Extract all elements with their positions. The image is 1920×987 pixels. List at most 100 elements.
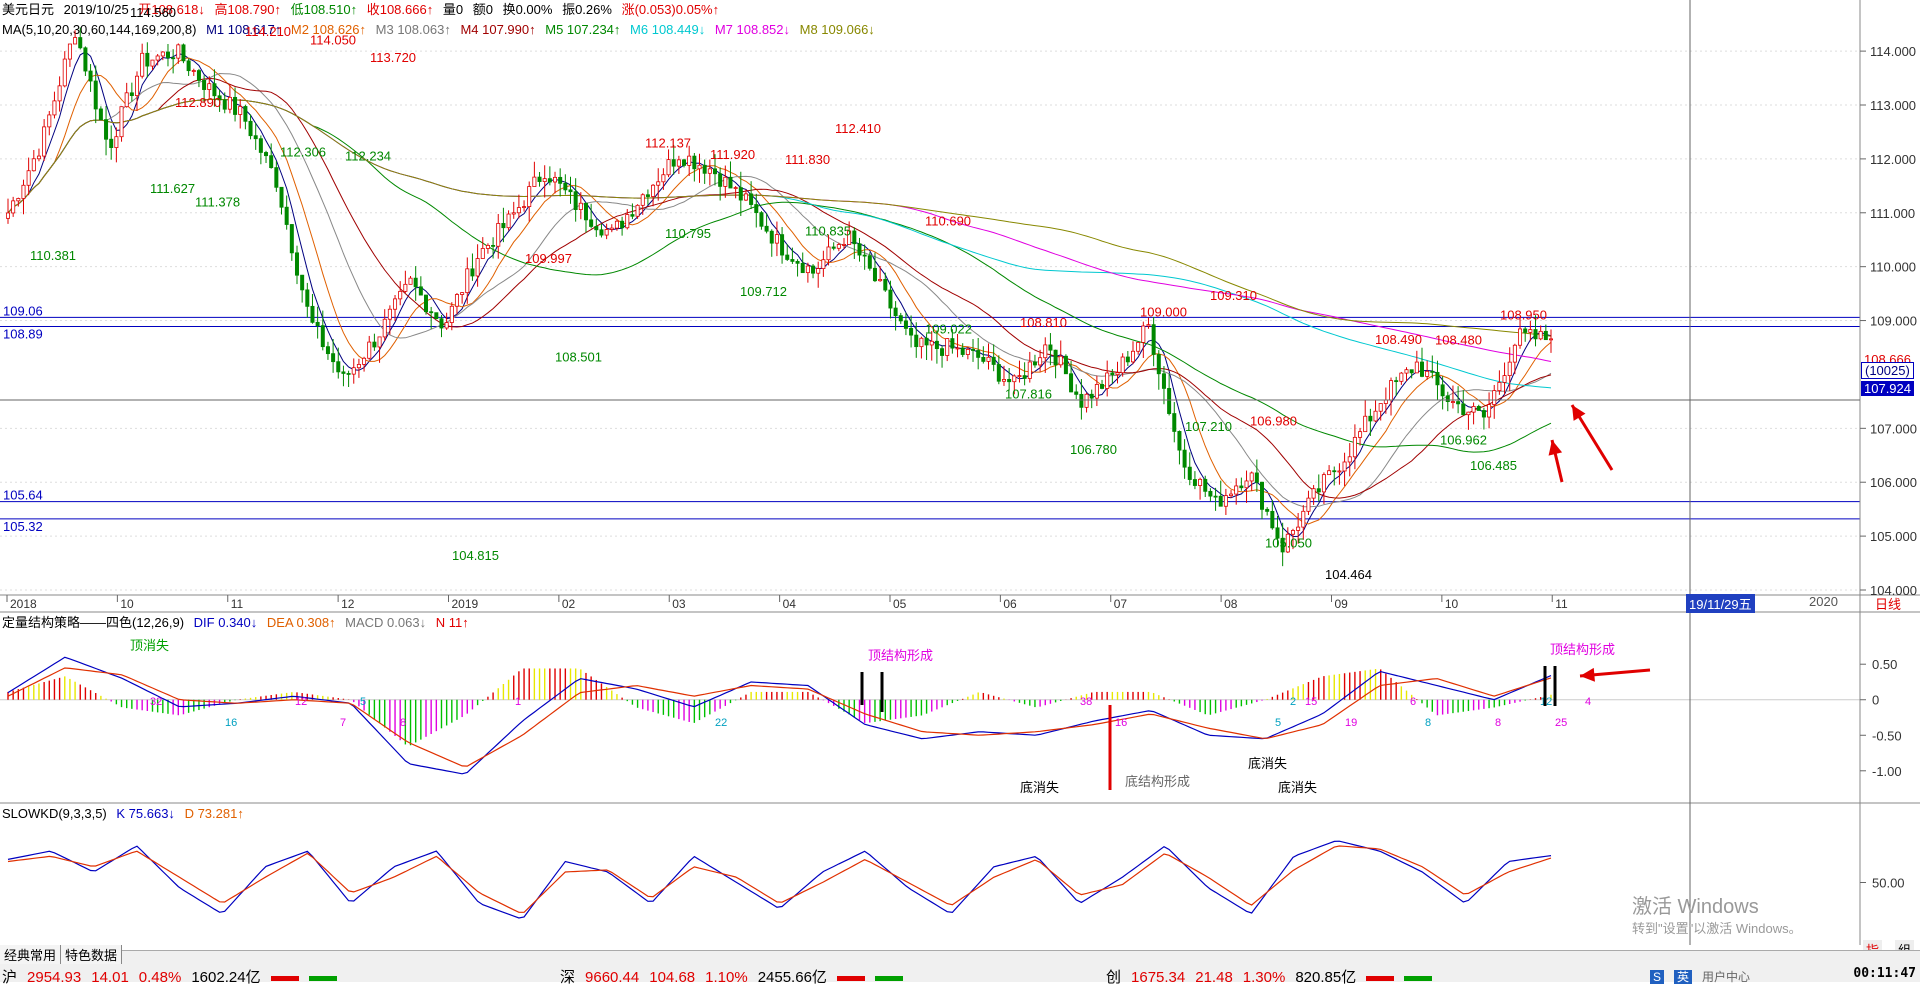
market-sz[interactable]: 深 9660.44 104.68 1.10% 2455.66亿 bbox=[560, 966, 913, 987]
candle-body bbox=[1244, 480, 1249, 489]
red-arrow-1-head bbox=[1572, 405, 1586, 421]
macd-count-label: 8 bbox=[1495, 717, 1501, 729]
candle-body bbox=[16, 198, 21, 202]
market-sz-name: 深 bbox=[560, 969, 576, 986]
candle-body bbox=[599, 229, 604, 236]
candle-body bbox=[1141, 325, 1146, 343]
price-annotation: 106.485 bbox=[1470, 458, 1517, 473]
candle-body bbox=[124, 92, 129, 108]
candle-body bbox=[1213, 495, 1218, 498]
candle-body bbox=[429, 311, 434, 314]
candle-body bbox=[671, 159, 676, 167]
candle-body bbox=[625, 214, 630, 229]
candle-body bbox=[1352, 436, 1357, 458]
candle-body bbox=[1084, 393, 1089, 408]
ma-m4: M4 107.990↑ bbox=[460, 22, 536, 37]
candle-body bbox=[1063, 355, 1068, 375]
tab-classic[interactable]: 经典常用 bbox=[0, 945, 62, 964]
candle-body bbox=[826, 246, 831, 261]
candle-body bbox=[1481, 410, 1486, 418]
market-cy-change: 21.48 bbox=[1195, 969, 1233, 986]
period-button[interactable]: 日线 bbox=[1875, 597, 1902, 612]
candle-body bbox=[362, 357, 367, 365]
candle-body bbox=[537, 176, 542, 182]
macd-axis-label: -0.50 bbox=[1872, 728, 1902, 743]
s-button[interactable]: S bbox=[1650, 970, 1665, 984]
candle-body bbox=[645, 194, 650, 197]
candle-body bbox=[331, 353, 336, 363]
ime-button[interactable]: 英 bbox=[1674, 970, 1693, 984]
time-axis-label: 04 bbox=[783, 597, 797, 611]
time-axis-label: 05 bbox=[893, 597, 907, 611]
candle-body bbox=[769, 230, 774, 244]
chart-canvas[interactable]: 109.06 108.89 105.64 105.32 114.560 114.210 1… bbox=[0, 0, 1920, 945]
low-value: 低108.510↑ bbox=[290, 2, 358, 17]
candle-body bbox=[604, 229, 609, 236]
time-axis-label: 10 bbox=[1445, 597, 1459, 611]
macd-axis-label: -1.00 bbox=[1872, 764, 1902, 779]
candle-body bbox=[692, 155, 697, 170]
ma-line-M3 bbox=[7, 72, 1552, 508]
instrument-code-tag: (10025) bbox=[1861, 362, 1914, 379]
market-cy[interactable]: 创 1675.34 21.48 1.30% 820.85亿 bbox=[1106, 966, 1442, 987]
market-sz-change: 104.68 bbox=[649, 969, 696, 986]
candle-body bbox=[1512, 344, 1517, 363]
candle-body bbox=[836, 244, 841, 249]
ma-line-M8 bbox=[7, 98, 1552, 337]
time-axis-label: 09 bbox=[1334, 597, 1348, 611]
market-sh-price: 2954.93 bbox=[27, 969, 82, 986]
candle-body bbox=[1161, 373, 1166, 389]
candle-body bbox=[1347, 456, 1352, 463]
price-annotation: 109.310 bbox=[1210, 288, 1257, 303]
candle-body bbox=[93, 80, 98, 110]
price-annotation: 110.795 bbox=[665, 226, 711, 241]
candle-body bbox=[723, 176, 728, 187]
candle-body bbox=[1260, 481, 1265, 510]
price-annotation: 109.000 bbox=[1140, 305, 1187, 320]
candle-body bbox=[1167, 388, 1172, 414]
candle-body bbox=[449, 305, 454, 323]
candle-body bbox=[341, 371, 346, 374]
bar-date: 2019/10/25 bbox=[63, 2, 129, 17]
candle-body bbox=[202, 80, 207, 90]
candle-body bbox=[196, 70, 201, 81]
price-annotation: 110.381 bbox=[30, 248, 76, 263]
macd-macd: MACD 0.063↓ bbox=[345, 615, 427, 630]
ma-info-bar: MA(5,10,20,30,60,144,169,200,8) M1 108.6… bbox=[2, 22, 881, 38]
macd-count-label: 4 bbox=[1585, 696, 1591, 708]
price-annotation: 110.690 bbox=[925, 213, 971, 228]
tab-feature-data[interactable]: 特色数据 bbox=[61, 945, 123, 964]
ma-line-M4 bbox=[7, 77, 1552, 499]
market-sh[interactable]: 沪 2954.93 14.01 0.48% 1602.24亿 bbox=[2, 966, 347, 987]
candle-body bbox=[831, 246, 836, 249]
candle-body bbox=[165, 51, 170, 59]
candle-body bbox=[1027, 361, 1032, 379]
candle-body bbox=[207, 83, 212, 90]
ma-m3: M3 108.063↑ bbox=[375, 22, 451, 37]
macd-count-label: 25 bbox=[1555, 717, 1567, 729]
price-annotation: 111.830 bbox=[785, 152, 830, 167]
sz-down-bar bbox=[874, 975, 903, 981]
candle-body bbox=[1130, 350, 1135, 363]
price-axis-label: 111.000 bbox=[1870, 206, 1915, 221]
macd-count-label: 12 bbox=[295, 696, 307, 708]
candle-body bbox=[78, 37, 83, 49]
candle-body bbox=[1409, 369, 1414, 374]
candle-body bbox=[594, 226, 599, 231]
change-value: 涨(0.053)0.05%↑ bbox=[621, 2, 720, 17]
candle-body bbox=[1399, 372, 1404, 382]
candle-body bbox=[346, 373, 351, 375]
candle-body bbox=[847, 230, 852, 245]
candle-body bbox=[129, 92, 134, 96]
candle-body bbox=[676, 159, 681, 167]
candle-body bbox=[780, 234, 785, 256]
candle-body bbox=[413, 277, 418, 288]
candle-body bbox=[558, 176, 563, 184]
macd-dif-line bbox=[7, 656, 1552, 775]
candle-body bbox=[1538, 330, 1543, 340]
price-annotation: 106.980 bbox=[1250, 413, 1297, 428]
user-center-link[interactable]: 用户中心 bbox=[1702, 970, 1751, 984]
candle-body bbox=[945, 338, 950, 356]
candle-body bbox=[583, 202, 588, 221]
ma-line-M5 bbox=[7, 98, 1552, 453]
